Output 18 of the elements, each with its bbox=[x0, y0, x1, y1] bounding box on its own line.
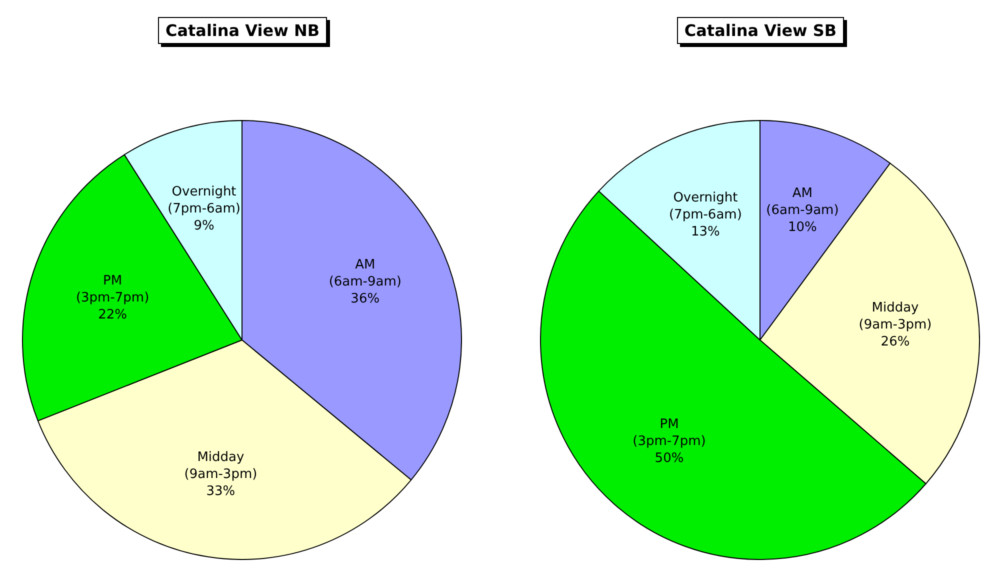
data-label: 36% bbox=[350, 291, 380, 306]
data-label: 10% bbox=[788, 220, 817, 236]
data-label: 13% bbox=[690, 224, 720, 240]
slice-label: Midday (9am-3pm) bbox=[858, 300, 932, 332]
slice-label: Overnight (7pm-6am) bbox=[668, 190, 742, 223]
slice-label: Midday (9am-3pm) bbox=[184, 450, 258, 482]
chart-title: Catalina View NB bbox=[158, 17, 327, 44]
slice-label: PM (3pm-7pm) bbox=[632, 416, 706, 449]
data-label: 22% bbox=[98, 307, 128, 322]
slice-label: AM (6am-9am) bbox=[766, 186, 839, 218]
data-label: 33% bbox=[206, 484, 236, 499]
slice-label: PM (3pm-7pm) bbox=[76, 273, 150, 306]
data-label: 26% bbox=[880, 334, 910, 350]
data-label: 50% bbox=[654, 450, 684, 466]
data-label: 9% bbox=[194, 218, 214, 234]
slice-label: AM (6am-9am) bbox=[328, 257, 402, 290]
slice-label: Overnight (7pm-6am) bbox=[168, 184, 240, 217]
chart-title: Catalina View SB bbox=[677, 17, 844, 44]
